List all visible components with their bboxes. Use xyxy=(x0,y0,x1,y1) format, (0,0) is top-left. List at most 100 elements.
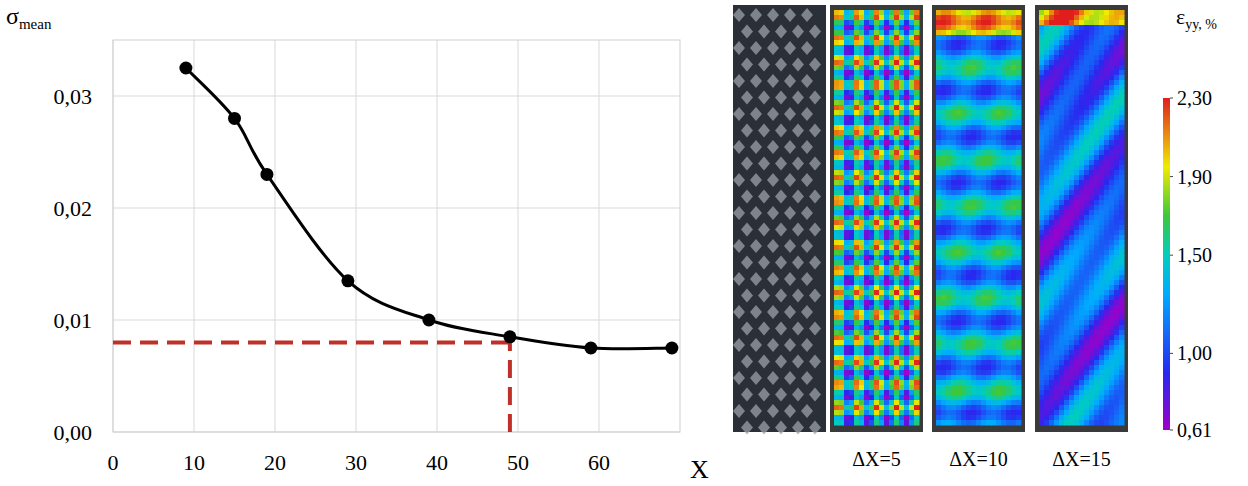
map-cell xyxy=(899,250,905,256)
photo-weave xyxy=(750,8,762,22)
map-cell xyxy=(879,120,885,126)
map-cell xyxy=(971,50,977,56)
map-cell xyxy=(834,90,840,96)
map-cell xyxy=(1016,10,1022,16)
map-cell xyxy=(894,240,900,246)
photo-weave xyxy=(767,404,779,418)
map-cell xyxy=(849,80,855,86)
map-cell xyxy=(941,15,947,21)
map-cell xyxy=(899,365,905,371)
map-cell xyxy=(1016,105,1022,111)
map-cell xyxy=(889,130,895,136)
map-cell xyxy=(854,110,860,116)
map-cell xyxy=(1016,35,1022,41)
map-cell xyxy=(889,145,895,151)
map-cell xyxy=(889,30,895,36)
map-cell xyxy=(966,60,972,66)
map-cell xyxy=(839,280,845,286)
map-cell xyxy=(874,150,880,156)
map-cell xyxy=(859,120,865,126)
map-cell xyxy=(936,75,942,81)
map-cell xyxy=(864,115,870,121)
map-cell xyxy=(991,35,997,41)
map-cell xyxy=(909,420,915,426)
map-cell xyxy=(941,30,947,36)
map-cell xyxy=(889,320,895,326)
map-cell xyxy=(904,395,910,401)
map-cell xyxy=(884,200,890,206)
map-cell xyxy=(854,220,860,226)
map-cell xyxy=(879,250,885,256)
map-cell xyxy=(839,100,845,106)
map-cell xyxy=(914,330,920,336)
map-cell xyxy=(849,120,855,126)
map-cell xyxy=(874,360,880,366)
map-cell xyxy=(859,240,865,246)
map-cell xyxy=(894,230,900,236)
map-cell xyxy=(894,85,900,91)
map-cell xyxy=(961,125,967,131)
map-cell xyxy=(859,95,865,101)
map-cell xyxy=(839,365,845,371)
map-cell xyxy=(909,15,915,21)
map-cell xyxy=(884,190,890,196)
map-cell xyxy=(914,375,920,381)
map-cell xyxy=(1016,25,1022,31)
map-cell xyxy=(854,365,860,371)
point xyxy=(665,342,678,355)
photo-weave xyxy=(792,223,804,237)
map-cell xyxy=(854,155,860,161)
map-cell xyxy=(981,105,987,111)
map-cell xyxy=(894,45,900,51)
map-cell xyxy=(869,390,875,396)
map-cell xyxy=(941,50,947,56)
map-cell xyxy=(859,245,865,251)
map-cell xyxy=(874,60,880,66)
map-cell xyxy=(869,225,875,231)
map-cell xyxy=(834,35,840,41)
map-cell xyxy=(889,390,895,396)
photo-weave xyxy=(750,239,762,253)
map-cell xyxy=(889,115,895,121)
map-cell xyxy=(991,15,997,21)
map-cell xyxy=(869,285,875,291)
map-cell xyxy=(844,95,850,101)
map-cell xyxy=(971,45,977,51)
map-cell xyxy=(849,95,855,101)
map-cell xyxy=(1001,80,1007,86)
map-cell xyxy=(1011,85,1017,91)
map-cell xyxy=(909,75,915,81)
map-cell xyxy=(839,185,845,191)
map-cell xyxy=(874,290,880,296)
map-cell xyxy=(909,270,915,276)
map-cell xyxy=(914,55,920,61)
map-cell xyxy=(1016,50,1022,56)
map-cell xyxy=(874,320,880,326)
map-cell xyxy=(844,255,850,261)
map-cell xyxy=(834,230,840,236)
map-cell xyxy=(899,215,905,221)
map-cell xyxy=(889,110,895,116)
map-cell xyxy=(859,15,865,21)
map-cell xyxy=(889,50,895,56)
map-cell xyxy=(889,25,895,31)
map-cell xyxy=(879,390,885,396)
map-cell xyxy=(981,10,987,16)
map-cell xyxy=(864,240,870,246)
map-cell xyxy=(889,295,895,301)
map-cell xyxy=(839,15,845,21)
map-cell xyxy=(864,125,870,131)
map-cell xyxy=(849,285,855,291)
map-cell xyxy=(839,20,845,26)
map-cell xyxy=(844,410,850,416)
map-cell xyxy=(894,330,900,336)
map-cell xyxy=(849,280,855,286)
map-cell xyxy=(899,65,905,71)
map-cell xyxy=(991,20,997,26)
map-cell xyxy=(869,150,875,156)
map-cell xyxy=(971,30,977,36)
map-cell xyxy=(914,325,920,331)
map-cell xyxy=(879,10,885,16)
map-cell xyxy=(874,390,880,396)
map-cell xyxy=(889,55,895,61)
